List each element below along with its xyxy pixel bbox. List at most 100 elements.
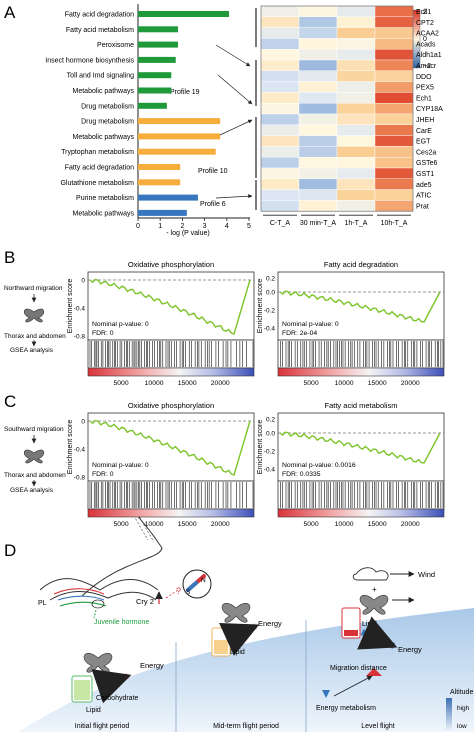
gsea-fdr-text: FDR: 0.0335 — [282, 471, 321, 478]
heatmap-gene-label: Ces2a — [416, 149, 436, 156]
heatmap-cell — [336, 146, 376, 158]
altitude-high-label: high — [457, 705, 470, 712]
gsea-y-axis-label: Enrichment score — [67, 420, 74, 475]
heatmap-cell — [374, 178, 414, 190]
gsea-x-tick-label: 15000 — [368, 521, 387, 528]
heatmap-cell — [374, 189, 414, 201]
heatmap-cell — [336, 189, 376, 201]
gsea-y-tick-label: -0.4 — [74, 306, 86, 313]
gsea-x-tick-label: 20000 — [211, 521, 230, 528]
altitude-scale-bar — [446, 698, 452, 730]
heatmap-cell — [374, 16, 414, 28]
legend-tick-high: 2 — [423, 9, 427, 16]
pathway-bar-label: Metabolic pathways — [73, 88, 135, 95]
period-initial: Initial flight period — [75, 723, 130, 730]
gsea-plot-b-1: Oxidative phosphorylation 0 -0.4 -0.8Enrich… — [67, 260, 255, 387]
gsea-pvalue-text: Nominal p-value: 0.0016 — [282, 462, 356, 469]
gsea-x-tick-label: 20000 — [401, 521, 420, 528]
heatmap-cell — [336, 135, 376, 147]
gsea-y-tick-label: -0.4 — [264, 467, 276, 474]
pathway-bar-label: Metabolic pathways — [73, 210, 135, 217]
southward-migration-label: Southward migration — [4, 426, 64, 433]
heatmap-cell — [260, 146, 300, 158]
gsea-pvalue-text: Nominal p-value: 0 — [282, 321, 339, 328]
gsea-y-tick-label: 0.2 — [266, 417, 275, 424]
gsea-enrichment-frame — [277, 271, 445, 341]
heatmap-cell — [260, 102, 300, 115]
pathway-bar — [138, 87, 172, 94]
gsea-rank-bar — [277, 367, 445, 377]
profile-label-19: Profile 19 — [170, 89, 200, 96]
gsea-y-tick-label: -0.4 — [74, 447, 86, 454]
pathway-bar — [138, 72, 172, 79]
panel-letter-b: B — [4, 248, 15, 267]
heatmap-cell — [298, 16, 338, 28]
heatmap-cell — [298, 49, 338, 61]
heatmap-gene-label: JHEH — [416, 117, 434, 124]
altitude-label: Altitude — [450, 689, 473, 696]
heatmap-cell — [336, 70, 376, 82]
heatmap-cell — [260, 81, 300, 93]
heatmap-cell — [260, 200, 300, 212]
heatmap-cell — [336, 81, 376, 93]
antenna-outline — [81, 507, 163, 597]
gsea-x-tick-label: 10000 — [335, 380, 354, 387]
pathway-bar-label: Peroxisome — [97, 42, 134, 49]
gsea-y-tick-label: 0.0 — [266, 290, 275, 297]
energy-label-level: Energy — [398, 645, 422, 654]
gsea-x-tick-label: 5000 — [303, 521, 318, 528]
gsea-pvalue-text: Nominal p-value: 0 — [92, 462, 149, 469]
battery-initial-fill — [74, 680, 90, 700]
heatmap-cell — [336, 178, 376, 190]
panel-letter-a: A — [4, 3, 16, 22]
heatmap-cell — [336, 113, 376, 126]
heatmap-cell — [298, 59, 338, 72]
heatmap-cell — [260, 124, 300, 136]
heatmap-gene-label: EGT — [416, 139, 431, 146]
legend-tick-mid: 0 — [423, 36, 427, 43]
pathway-bar — [138, 26, 178, 33]
gsea-analysis-label-c: GSEA analysis — [10, 487, 54, 494]
heatmap-cell — [374, 38, 414, 50]
heatmap-cell — [298, 113, 338, 126]
heatmap-cell — [260, 49, 300, 61]
bar-x-tick-label: 2 — [180, 223, 184, 230]
panel-b: Northward migration Thorax and abdomen G… — [4, 285, 66, 354]
connector-arrow-1 — [215, 44, 251, 67]
gsea-x-tick-label: 10000 — [145, 380, 164, 387]
heatmap-cell — [298, 70, 338, 82]
heatmap-cell — [298, 27, 338, 39]
pathway-bar-label: Purine metabolism — [76, 195, 134, 202]
brain-outline-lower — [49, 591, 157, 601]
gsea-analysis-label-b: GSEA analysis — [10, 347, 54, 354]
heatmap-cell — [298, 156, 338, 169]
northward-migration-label: Northward migration — [4, 285, 63, 292]
jh-link — [93, 609, 97, 619]
pathway-bar-label: Drug metabolism — [81, 119, 134, 126]
heatmap-gene-label: GSTe6 — [416, 160, 438, 167]
heatmap-gene-label: CarE — [416, 128, 432, 135]
gsea-plot-c-2: Fatty acid metabolism 0.2 0.0 -0.2 -0.4Enric… — [257, 401, 445, 528]
wind-label: Wind — [418, 570, 435, 579]
gsea-y-axis-label: Enrichment score — [257, 420, 264, 475]
gsea-x-tick-label: 5000 — [303, 380, 318, 387]
heatmap-cell — [260, 70, 300, 82]
gsea-y-axis-label: Enrichment score — [67, 279, 74, 334]
energy-label-initial: Energy — [140, 661, 164, 670]
gsea-enrichment-curve — [279, 431, 441, 464]
moth-initial-icon — [83, 653, 113, 673]
panel-letter-d: D — [4, 541, 16, 560]
gsea-pvalue-text: Nominal p-value: 0 — [92, 321, 149, 328]
heatmap-cell — [374, 135, 414, 147]
gsea-x-tick-label: 15000 — [368, 380, 387, 387]
question-mark: ? — [176, 586, 181, 596]
heatmap-cell — [374, 167, 414, 180]
gsea-plot-c-1: Oxidative phosphorylation 0 -0.4 -0.8Enrich… — [67, 401, 255, 528]
heatmap-cell — [260, 113, 300, 126]
heatmap-gene-label: CPT2 — [416, 20, 434, 27]
gsea-x-tick-label: 20000 — [401, 380, 420, 387]
heatmap-cell — [336, 16, 376, 28]
heatmap-cell — [260, 156, 300, 169]
tissue-label-c: Thorax and abdomen — [4, 472, 66, 479]
heatmap-column-label: 1h-T_A — [345, 220, 368, 227]
